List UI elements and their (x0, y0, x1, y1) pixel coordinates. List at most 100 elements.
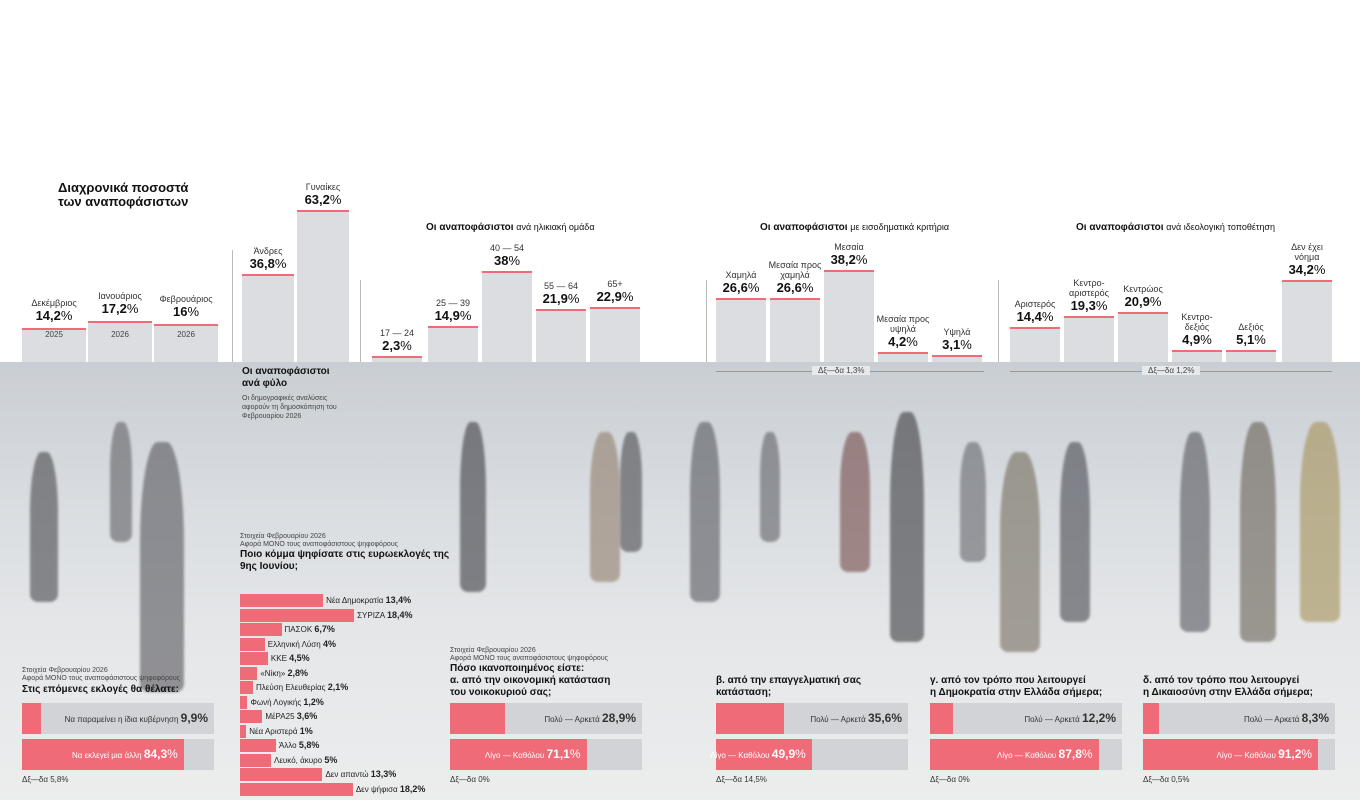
timeline-bar-label: Δεκέμβριος 14,2% (22, 298, 86, 323)
age-bar (372, 356, 422, 362)
month-label: Δεκέμβριος (31, 297, 77, 308)
party-value: 18,4% (386, 609, 413, 620)
age-label: 17 — 24 2,3% (368, 316, 426, 356)
age-label: 55 — 64 21,9% (532, 269, 590, 309)
prof-row: Λίγο — Καθόλου 49,9% (710, 739, 908, 770)
blurred-person (1300, 422, 1340, 622)
timeline-bar-label: Ιανουάριος 17,2% (88, 291, 152, 316)
just-row: Λίγο — Καθόλου 91,2% (1143, 739, 1335, 770)
timeline-bar (22, 327, 86, 362)
row-fill (716, 703, 785, 734)
party-name: ΣΥΡΙΖΑ (357, 610, 385, 620)
income-bar (716, 298, 766, 362)
euro-label: ΣΥΡΙΖΑ 18,4% (357, 609, 547, 622)
row-category: Λίγο — Καθόλου (484, 751, 545, 760)
row-label: Πολύ — Αρκετά 12,2% (1024, 703, 1116, 734)
value-label: 21,9% (532, 291, 590, 306)
blurred-person (840, 432, 870, 572)
row-fill (1143, 703, 1159, 734)
ideology-dkna: Δξ—δα 1,2% (1142, 366, 1201, 375)
divider (706, 280, 707, 362)
percent-sign: % (1313, 261, 1326, 277)
row-label: Λίγο — Καθόλου 87,8% (969, 739, 1093, 770)
value-number: 4,9 (1182, 332, 1201, 348)
value-label: 38% (478, 253, 536, 268)
income-label: Υψηλά 3,1% (928, 315, 986, 355)
demo-row: Λίγο — Καθόλου 87,8% (930, 739, 1122, 770)
euro-label: ΠΑΣΟΚ 6,7% (285, 623, 475, 636)
value-number: 26,6 (776, 280, 802, 296)
party-name: Νέα Δημοκρατία (326, 596, 384, 605)
euro-label: ΜέΡΑ25 3,6% (265, 710, 455, 723)
econ-title: του νοικοκυριού σας; (450, 687, 552, 698)
row-value: 9,9% (180, 711, 208, 725)
ideology-label: Κεντρώος 20,9% (1114, 272, 1172, 312)
ideology-label: Δεν έχει νόημα 34,2% (1278, 240, 1336, 280)
row-fill (450, 703, 506, 734)
gender-title: Οι αναποφάσιστοι (242, 366, 330, 377)
ideology-label: Κεντρο- αριστερός 19,3% (1060, 276, 1118, 316)
ideology-title: Οι αναποφάσιστοι ανά ιδεολογική τοποθέτη… (1076, 222, 1275, 233)
blurred-person (760, 432, 780, 542)
value-number: 4,2 (888, 333, 907, 349)
value-number: 3,1 (942, 336, 961, 352)
age-subtitle: ανά ηλικιακή ομάδα (516, 222, 595, 232)
value-label: 20,9% (1114, 294, 1172, 309)
category-label: 25 — 39 (435, 298, 471, 309)
row-fill (930, 739, 1099, 770)
row-label: Πολύ — Αρκετά 8,3% (1244, 703, 1329, 734)
value-label: 63,2% (293, 192, 353, 207)
just-dkna: Δξ—δα 0,5% (1143, 775, 1190, 784)
row-category: Πολύ — Αρκετά (810, 715, 866, 724)
party-value: 18,2% (399, 783, 426, 794)
value-number: 21,9 (542, 291, 568, 307)
percent-sign: % (187, 303, 200, 319)
euro-bar (240, 637, 265, 651)
value-label: 4,2% (874, 334, 932, 349)
blurred-person (1060, 442, 1090, 622)
euro-label: Πλεύση Ελευθερίας 2,1% (256, 681, 446, 694)
euro-label: Φωνή Λογικής 1,2% (250, 696, 440, 709)
value-label: 17,2% (88, 301, 152, 316)
euro-label: Λευκό, άκυρο 5% (274, 754, 464, 767)
party-name: ΠΑΣΟΚ (284, 625, 313, 634)
party-value: 2,8% (287, 667, 309, 678)
party-name: Φωνή Λογικής (250, 697, 302, 707)
value-number: 38,2 (830, 252, 856, 268)
row-label: Λίγο — Καθόλου 91,2% (1188, 739, 1313, 770)
euro-bar (240, 710, 263, 723)
category-label: Κεντρώος (1123, 283, 1163, 294)
row-category: Να παραμείνει η ίδια κυβέρνηση (64, 715, 179, 724)
value-label: 5,1% (1222, 332, 1280, 347)
blurred-person (110, 422, 132, 542)
income-label: Μεσαία προς υψηλά 4,2% (874, 312, 932, 352)
category-label: Χαμηλά (725, 270, 757, 281)
timeline-bar (154, 323, 218, 362)
euro-bar (240, 695, 248, 709)
blurred-person (30, 452, 58, 602)
age-bar (590, 307, 640, 362)
value-number: 16 (172, 303, 188, 319)
value-label: 4,9% (1168, 332, 1226, 347)
blurred-person (140, 442, 184, 692)
party-name: «Νίκη» (260, 668, 286, 678)
value-label: 26,6% (712, 280, 770, 295)
row-value: 84,3 (143, 747, 168, 761)
euro-label: Δεν ψήφισα 18,2% (356, 783, 546, 796)
party-name: Λευκό, άκυρο (274, 755, 323, 765)
age-label: 40 — 54 38% (478, 231, 536, 271)
row-value: 91,2 (1278, 747, 1302, 761)
percent-sign: % (274, 255, 287, 271)
party-value: 3,6% (296, 711, 318, 721)
euro-label: Δεν απαντώ 13,3% (325, 768, 515, 781)
next-dkna: Δξ—δα 5,8% (22, 775, 69, 784)
divider (232, 250, 233, 362)
crowd-photo-background (0, 362, 1360, 800)
next-note1: Στοιχεία Φεβρουαρίου 2026 (22, 667, 108, 674)
percent-sign: % (801, 280, 814, 296)
percent-sign: % (508, 252, 521, 268)
income-bar (824, 270, 874, 362)
euro-bar (240, 768, 323, 781)
age-label: 25 — 39 14,9% (424, 286, 482, 326)
row-label: Πολύ — Αρκετά 28,9% (544, 703, 636, 734)
